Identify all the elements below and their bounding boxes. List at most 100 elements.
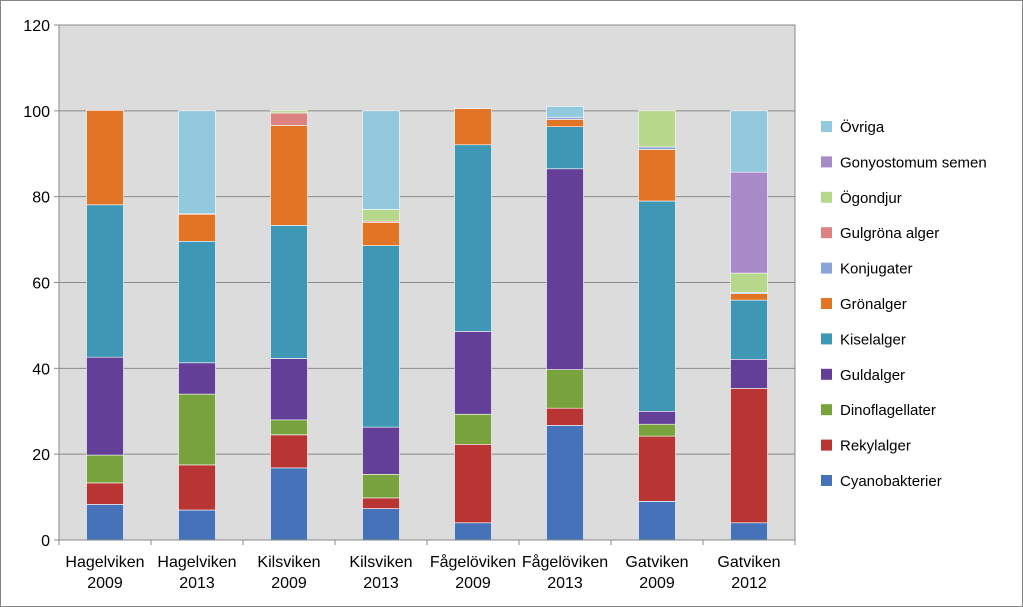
bar-segment-konjugater <box>546 117 584 120</box>
legend-swatch-ogondjur <box>821 191 832 203</box>
bar-segment-dinoflagellater <box>454 413 492 445</box>
x-category-label: Kilsviken 2009 <box>257 554 320 592</box>
legend-label-rekylalger: Rekylalger <box>840 438 911 455</box>
bar-segment-rekylalger <box>454 443 492 524</box>
bar-segment-guldalger <box>362 426 400 475</box>
bar-segment-guldalger <box>730 358 768 389</box>
bar-segment-dinoflagellater <box>546 369 584 409</box>
y-tick-label: 20 <box>32 447 50 464</box>
legend-label-gonyostomum-semen: Gonyostomum semen <box>840 154 987 171</box>
bar-segment-rekylalger <box>638 435 676 502</box>
bar-segment-dinoflagellater <box>178 393 216 466</box>
legend-label-ogondjur: Ögondjur <box>840 189 902 207</box>
legend-label-cyanobakterier: Cyanobakterier <box>840 473 942 490</box>
bar-segment-guldalger <box>86 356 124 456</box>
legend: Övriga Gonyostomum semen Ögondjur Gulgröna … <box>821 118 987 490</box>
bar-segment-ovriga <box>362 110 400 210</box>
bar-segment-ovriga <box>178 110 216 215</box>
legend-swatch-konjugater <box>821 262 832 274</box>
bar-segment-cyanobakterier <box>730 522 768 541</box>
bar-segment-guldalger <box>270 358 308 421</box>
legend-label-guldalger: Guldalger <box>840 367 905 384</box>
x-category-label: Fågelöviken 2013 <box>522 553 608 592</box>
bar-segment-gronalger <box>362 222 400 246</box>
bar-segment-gonyostomum-semen <box>730 171 768 274</box>
bar-segment-ogondjur <box>270 110 308 114</box>
bar-segment-konjugater <box>638 146 676 150</box>
bar-segment-gronalger <box>730 293 768 301</box>
x-category-label: Fågelöviken 2009 <box>430 553 516 592</box>
bar-segment-cyanobakterier <box>546 425 584 541</box>
bar-segment-guldalger <box>454 331 492 415</box>
x-category-label: Hagelviken 2013 <box>157 554 236 592</box>
bar-segment-gronalger <box>454 108 492 146</box>
bar-segment-guldalger <box>638 410 676 425</box>
y-tick-label: 60 <box>32 276 50 293</box>
legend-label-dinoflagellater: Dinoflagellater <box>840 402 936 419</box>
y-tick-label: 0 <box>41 533 50 550</box>
bar-segment-guldalger <box>546 168 584 370</box>
bar-segment-kiselalger <box>270 225 308 359</box>
y-tick-label: 80 <box>32 190 50 207</box>
bar-segment-gronalger <box>270 125 308 226</box>
bar-segment-cyanobakterier <box>270 467 308 541</box>
bar-segment-rekylalger <box>270 434 308 469</box>
legend-swatch-guldalger <box>821 368 832 380</box>
legend-label-ovriga: Övriga <box>840 118 885 136</box>
legend-swatch-gonyostomum-semen <box>821 156 832 168</box>
bar-segment-cyanobakterier <box>362 508 400 541</box>
bar-segment-gronalger <box>638 149 676 202</box>
bar-segment-dinoflagellater <box>86 454 124 484</box>
y-tick-label: 40 <box>32 361 50 378</box>
bar-segment-guldalger <box>178 362 216 395</box>
bar-segment-kiselalger <box>178 241 216 364</box>
plot-area <box>58 24 796 541</box>
bar-segment-cyanobakterier <box>454 522 492 541</box>
bar-segment-dinoflagellater <box>638 423 676 437</box>
legend-swatch-gulgrona-alger <box>821 227 832 239</box>
x-category-label: Gatviken 2009 <box>625 554 688 592</box>
bar-segment-kiselalger <box>86 204 124 358</box>
bar-segment-kiselalger <box>730 299 768 360</box>
legend-label-gulgrona-alger: Gulgröna alger <box>840 225 939 242</box>
bar-segment-dinoflagellater <box>270 419 308 436</box>
y-tick-label: 100 <box>23 104 50 121</box>
x-category-label: Gatviken 2012 <box>717 554 780 592</box>
bar-segment-kiselalger <box>362 245 400 428</box>
x-category-label: Kilsviken 2013 <box>349 554 412 592</box>
legend-swatch-dinoflagellater <box>821 404 832 416</box>
bar-segment-ogondjur <box>730 272 768 293</box>
bar-segment-ovriga <box>730 110 768 173</box>
bar-segment-kiselalger <box>546 126 584 170</box>
bar-segment-gronalger <box>86 110 124 206</box>
bar-segment-gronalger <box>178 214 216 242</box>
legend-swatch-cyanobakterier <box>821 475 832 486</box>
bar-segment-cyanobakterier <box>178 509 216 541</box>
legend-label-gronalger: Grönalger <box>840 296 907 313</box>
bar-segment-rekylalger <box>86 482 124 505</box>
bar-segment-ovriga <box>546 106 584 118</box>
bars <box>86 106 768 541</box>
legend-swatch-ovriga <box>821 121 832 132</box>
bar-segment-rekylalger <box>730 388 768 524</box>
bar-segment-dinoflagellater <box>362 473 400 499</box>
bar-segment-rekylalger <box>178 464 216 511</box>
bar-segment-cyanobakterier <box>86 504 124 541</box>
legend-swatch-gronalger <box>821 298 832 309</box>
x-category-label: Hagelviken 2009 <box>65 554 144 592</box>
legend-swatch-kiselalger <box>821 333 832 345</box>
bar-segment-gulgrona-alger <box>270 112 308 126</box>
bar-segment-ogondjur <box>362 209 400 222</box>
bar-segment-rekylalger <box>362 497 400 509</box>
bar-segment-kiselalger <box>454 144 492 332</box>
y-tick-label: 120 <box>23 18 50 35</box>
legend-swatch-rekylalger <box>821 439 832 451</box>
bar-segment-gronalger <box>546 119 584 128</box>
legend-label-konjugater: Konjugater <box>840 261 913 278</box>
bar-segment-cyanobakterier <box>638 501 676 541</box>
bar-segment-kiselalger <box>638 200 676 412</box>
legend-label-kiselalger: Kiselalger <box>840 331 906 348</box>
bar-segment-ogondjur <box>638 110 676 148</box>
bar-segment-rekylalger <box>546 407 584 426</box>
